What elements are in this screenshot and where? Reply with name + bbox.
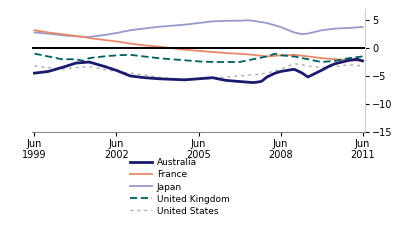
Legend: Australia, France, Japan, United Kingdom, United States: Australia, France, Japan, United Kingdom… xyxy=(130,158,229,216)
